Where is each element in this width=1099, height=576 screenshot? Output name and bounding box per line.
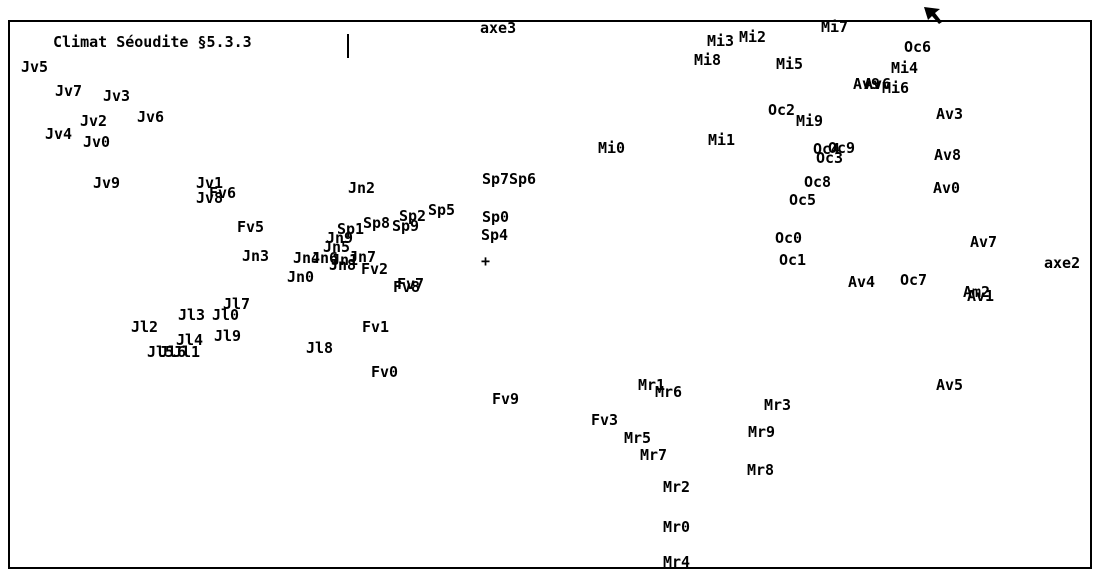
point-label: Fv6 — [209, 184, 236, 202]
point-label: Fv9 — [492, 390, 519, 408]
point-label: Jn3 — [242, 247, 269, 265]
point-label: Mr1 — [638, 376, 665, 394]
point-label: Oc1 — [779, 251, 806, 269]
point-label: Oc7 — [900, 271, 927, 289]
point-label: Fv7 — [397, 275, 424, 293]
point-label: Jl8 — [306, 339, 333, 357]
point-label: Mr9 — [748, 423, 775, 441]
point-label: Jn2 — [348, 179, 375, 197]
point-label: Oc8 — [804, 173, 831, 191]
point-label: Av5 — [936, 376, 963, 394]
point-label: Av3 — [936, 105, 963, 123]
point-label: Mr0 — [663, 518, 690, 536]
point-label: Jn7 — [349, 248, 376, 266]
point-label: Jn4 — [293, 249, 320, 267]
point-label: Mi0 — [598, 139, 625, 157]
point-label: Mi4 — [891, 59, 918, 77]
point-label: Sp7 — [482, 170, 509, 188]
point-label: Mi2 — [739, 28, 766, 46]
point-label: Jl7 — [223, 295, 250, 313]
point-label: Jl1 — [173, 343, 200, 361]
point-label: Mi3 — [707, 32, 734, 50]
point-label: Oc0 — [775, 229, 802, 247]
point-label: Mr6 — [655, 383, 682, 401]
point-label: Mr2 — [663, 478, 690, 496]
point-label: Jn0 — [287, 268, 314, 286]
point-label: Sp5 — [428, 201, 455, 219]
text-caret — [347, 34, 349, 58]
point-label: Jl4 — [176, 331, 203, 349]
point-label: Mi6 — [882, 79, 909, 97]
point-label: Sp6 — [509, 170, 536, 188]
point-label: Mi1 — [708, 131, 735, 149]
point-label: Jl0 — [212, 306, 239, 324]
point-label: Sp0 — [482, 208, 509, 226]
point-label: Am2 — [963, 283, 990, 301]
point-label: Mr3 — [764, 396, 791, 414]
point-label: Jl2 — [131, 318, 158, 336]
point-label: Jl5 — [147, 343, 174, 361]
point-label: Mi8 — [694, 51, 721, 69]
point-label: Sp9 — [392, 217, 419, 235]
point-label: Av7 — [970, 233, 997, 251]
point-label: Mi9 — [796, 112, 823, 130]
point-label: Sp8 — [363, 214, 390, 232]
point-label: Fv1 — [362, 318, 389, 336]
point-label: Oc5 — [789, 191, 816, 209]
point-label: Jv6 — [137, 108, 164, 126]
point-label: Jl3 — [178, 306, 205, 324]
point-label: Mi7 — [821, 18, 848, 36]
point-label: Jv1 — [196, 174, 223, 192]
point-label: Jl9 — [214, 327, 241, 345]
point-label: Av4 — [848, 273, 875, 291]
point-label: Mr4 — [663, 553, 690, 571]
point-label: Fv3 — [591, 411, 618, 429]
point-label: Oc9 — [828, 139, 855, 157]
point-label: Jv9 — [93, 174, 120, 192]
point-label: Oc3 — [816, 149, 843, 167]
point-label: Jv2 — [80, 112, 107, 130]
point-label: Jn9 — [326, 229, 353, 247]
point-label: Jn1 — [331, 251, 358, 269]
chart-title[interactable]: Climat Séoudite §5.3.3 — [53, 33, 252, 51]
point-label: Jn6 — [311, 249, 338, 267]
point-label: Fv0 — [371, 363, 398, 381]
point-label: Jv3 — [103, 87, 130, 105]
point-label: Fv8 — [393, 278, 420, 296]
point-label: Av1 — [967, 287, 994, 305]
origin-marker: + — [481, 252, 490, 270]
point-label: Jn5 — [323, 238, 350, 256]
point-label: Mr8 — [747, 461, 774, 479]
point-label: Jv5 — [21, 58, 48, 76]
point-label: Jn8 — [329, 256, 356, 274]
point-label: Jv4 — [45, 125, 72, 143]
point-label: Sp4 — [481, 226, 508, 244]
point-label: Oc2 — [768, 101, 795, 119]
plot-frame — [8, 20, 1092, 569]
point-label: Jv7 — [55, 82, 82, 100]
point-label: Mi5 — [776, 55, 803, 73]
point-label: Av0 — [933, 179, 960, 197]
point-label: Sp2 — [399, 207, 426, 225]
axis-label-horizontal: axe2 — [1044, 254, 1080, 272]
point-label: Mr5 — [624, 429, 651, 447]
point-label: Jv8 — [196, 189, 223, 207]
point-label: Oc6 — [904, 38, 931, 56]
point-label: Av9 — [853, 75, 880, 93]
point-label: Av8 — [934, 146, 961, 164]
point-label: Fv5 — [237, 218, 264, 236]
axis-label-vertical: axe3 — [480, 19, 516, 37]
point-label: Oc4 — [813, 140, 840, 158]
point-label: Fv2 — [361, 260, 388, 278]
arrow-cursor-icon — [924, 7, 942, 24]
point-label: Sp1 — [337, 220, 364, 238]
point-label: Av6 — [864, 75, 891, 93]
point-label: Jv0 — [83, 133, 110, 151]
point-label: Mr7 — [640, 446, 667, 464]
point-label: Jl6 — [159, 343, 186, 361]
